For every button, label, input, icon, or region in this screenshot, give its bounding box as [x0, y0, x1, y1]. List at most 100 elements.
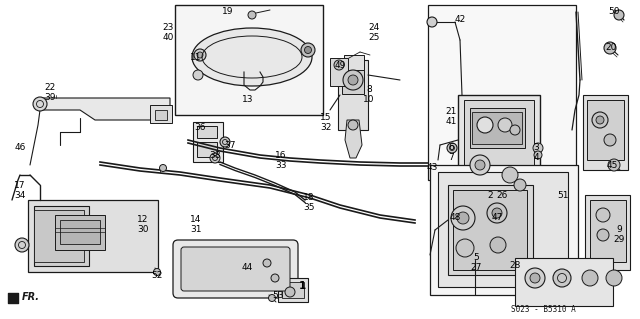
Circle shape	[427, 17, 437, 27]
Text: 4: 4	[533, 153, 539, 162]
Circle shape	[334, 60, 344, 70]
Bar	[330, 58, 348, 86]
Text: 40: 40	[163, 33, 173, 42]
Bar	[470, 108, 525, 148]
Text: 39: 39	[44, 93, 56, 102]
Circle shape	[604, 134, 616, 146]
Circle shape	[582, 270, 598, 286]
Bar	[150, 105, 172, 123]
Text: 23: 23	[163, 24, 173, 33]
Circle shape	[510, 125, 520, 135]
Text: 13: 13	[243, 95, 253, 105]
Text: 7: 7	[448, 153, 454, 162]
Circle shape	[456, 239, 474, 257]
Text: 33: 33	[275, 160, 287, 169]
Text: 52: 52	[151, 271, 163, 279]
Text: 50: 50	[608, 8, 620, 17]
Bar	[515, 258, 613, 306]
Ellipse shape	[192, 28, 312, 86]
Circle shape	[608, 159, 620, 171]
Text: 8: 8	[366, 85, 372, 94]
Circle shape	[606, 270, 622, 286]
Circle shape	[553, 269, 571, 287]
Bar	[60, 220, 100, 244]
Circle shape	[604, 42, 616, 54]
Text: 5: 5	[473, 254, 479, 263]
Circle shape	[492, 208, 502, 218]
Text: 53: 53	[272, 291, 284, 300]
Text: 49: 49	[334, 61, 346, 70]
Text: 28: 28	[509, 261, 521, 270]
Circle shape	[457, 212, 469, 224]
Circle shape	[477, 117, 493, 133]
Text: 20: 20	[605, 42, 617, 51]
Text: 14: 14	[190, 216, 202, 225]
Text: 18: 18	[303, 194, 315, 203]
Circle shape	[533, 143, 543, 153]
Text: 9: 9	[616, 226, 622, 234]
Circle shape	[470, 155, 490, 175]
Bar	[175, 5, 323, 115]
Bar	[278, 278, 308, 302]
Bar	[448, 185, 533, 275]
Text: 43: 43	[426, 164, 438, 173]
Circle shape	[15, 238, 29, 252]
Text: 10: 10	[364, 95, 375, 105]
Bar	[197, 142, 217, 157]
Text: 32: 32	[320, 123, 332, 132]
Text: 2: 2	[487, 191, 493, 201]
Bar	[193, 122, 223, 162]
Circle shape	[33, 97, 47, 111]
FancyBboxPatch shape	[181, 247, 290, 291]
Text: FR.: FR.	[22, 292, 40, 302]
Text: 22: 22	[44, 84, 56, 93]
Circle shape	[596, 116, 604, 124]
Text: 31: 31	[190, 226, 202, 234]
Text: 21: 21	[445, 108, 457, 116]
Text: 47: 47	[492, 213, 502, 222]
Text: S023 - B5310 A: S023 - B5310 A	[511, 305, 576, 314]
Circle shape	[154, 269, 161, 276]
Circle shape	[305, 47, 312, 54]
Text: 16: 16	[275, 151, 287, 160]
Bar	[587, 100, 624, 160]
Circle shape	[348, 75, 358, 85]
Circle shape	[343, 70, 363, 90]
Bar	[453, 190, 527, 270]
Text: 34: 34	[14, 190, 26, 199]
Circle shape	[525, 268, 545, 288]
Bar	[55, 215, 105, 250]
Bar	[428, 5, 576, 180]
Circle shape	[197, 52, 203, 58]
Polygon shape	[460, 195, 480, 215]
Text: 1: 1	[298, 281, 306, 291]
Text: 27: 27	[470, 263, 482, 272]
Text: 12: 12	[138, 216, 148, 225]
Text: 46: 46	[14, 144, 26, 152]
Text: 38: 38	[209, 151, 221, 160]
Circle shape	[271, 274, 279, 282]
Text: 6: 6	[448, 144, 454, 152]
Circle shape	[263, 259, 271, 267]
FancyBboxPatch shape	[173, 240, 298, 298]
Circle shape	[502, 167, 518, 183]
Circle shape	[348, 120, 358, 130]
Circle shape	[220, 137, 230, 147]
Circle shape	[498, 118, 512, 132]
Circle shape	[269, 294, 275, 301]
Text: 44: 44	[241, 263, 253, 272]
Text: 25: 25	[368, 33, 380, 42]
Bar	[200, 258, 247, 280]
Circle shape	[596, 208, 610, 222]
Circle shape	[530, 273, 540, 283]
Text: 3: 3	[533, 144, 539, 152]
Bar	[583, 95, 628, 170]
Text: 51: 51	[557, 190, 569, 199]
Text: 45: 45	[606, 160, 618, 169]
Text: 42: 42	[454, 16, 466, 25]
Circle shape	[451, 206, 475, 230]
Circle shape	[534, 151, 542, 159]
Circle shape	[194, 49, 206, 61]
Bar	[258, 256, 276, 270]
Bar	[430, 165, 578, 295]
